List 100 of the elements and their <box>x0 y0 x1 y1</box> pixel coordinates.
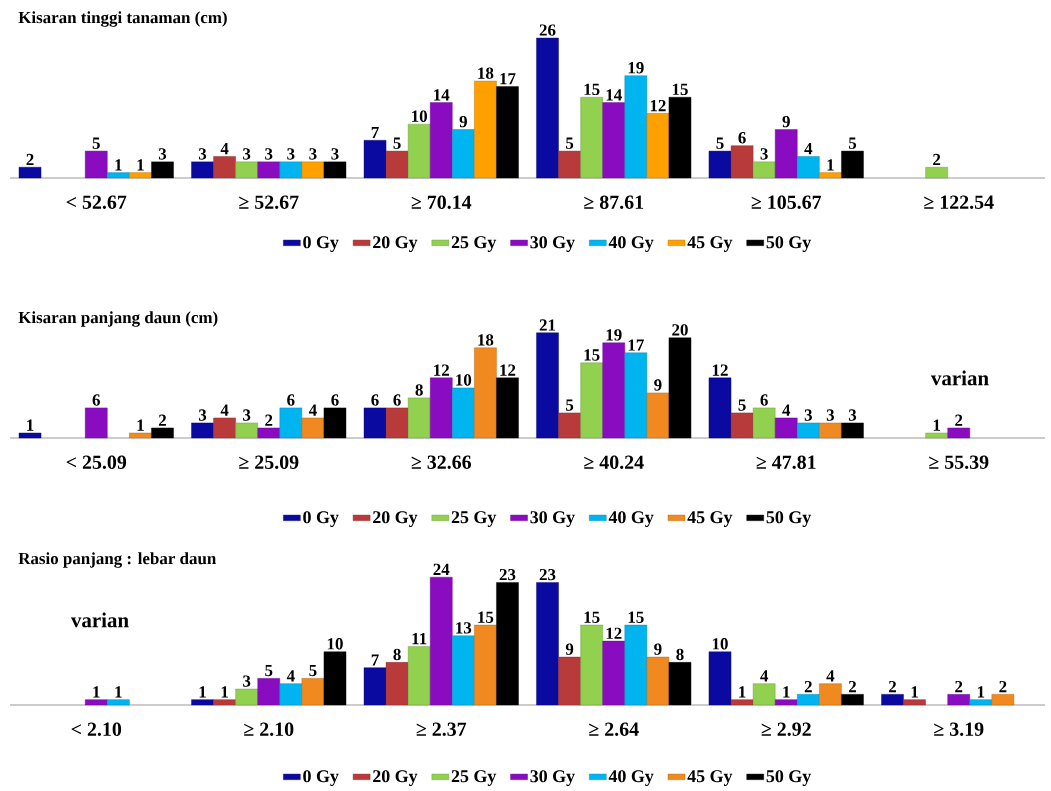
bar <box>235 688 258 706</box>
bar <box>452 635 475 706</box>
x-tick-label: ≥ 70.14 <box>411 195 472 210</box>
data-label: 6 <box>287 394 295 406</box>
data-label: 1 <box>137 159 144 171</box>
chart-title: Kisaran tinggi tanaman (cm) <box>18 11 227 27</box>
bar <box>991 694 1015 706</box>
data-label: 9 <box>565 643 574 655</box>
data-label: 8 <box>415 384 423 396</box>
data-label: 1 <box>27 419 34 431</box>
data-label: 2 <box>848 680 856 693</box>
x-tick-label: ≥ 2.37 <box>416 722 467 736</box>
data-label: 1 <box>199 686 206 698</box>
bar <box>558 412 581 439</box>
data-label: 2 <box>804 680 812 693</box>
data-label: 15 <box>672 83 688 96</box>
data-label: 6 <box>393 394 401 406</box>
data-label: 4 <box>286 670 295 682</box>
data-label: 5 <box>265 664 273 677</box>
bar <box>752 407 776 439</box>
data-label: 12 <box>500 364 516 376</box>
bar <box>841 150 864 179</box>
bar <box>580 362 603 439</box>
x-tick-label: ≥ 40.24 <box>584 455 644 470</box>
data-label: 15 <box>584 83 600 96</box>
bar <box>536 582 559 706</box>
data-label: 10 <box>412 110 427 122</box>
bar <box>496 582 519 706</box>
data-label: 3 <box>331 148 339 160</box>
x-tick-label: < 25.09 <box>66 455 127 470</box>
data-label: 24 <box>433 563 450 575</box>
data-label: 11 <box>412 633 427 645</box>
data-label: 13 <box>456 622 472 634</box>
bar <box>925 167 948 179</box>
data-label: 12 <box>434 364 449 376</box>
data-label: 3 <box>243 409 251 421</box>
bar <box>602 102 625 179</box>
legend-label: 0 Gy <box>303 236 339 252</box>
bar <box>708 377 732 439</box>
bar <box>129 432 152 439</box>
bar <box>558 656 581 706</box>
bar <box>903 699 926 706</box>
data-label: 4 <box>826 670 835 682</box>
bar <box>775 129 798 179</box>
data-label: 17 <box>628 339 644 351</box>
x-tick-label: ≥ 105.67 <box>751 195 822 210</box>
x-tick-label: ≥ 2.10 <box>244 722 294 737</box>
data-label: 23 <box>539 568 556 581</box>
data-label: 1 <box>911 686 918 698</box>
bar <box>536 37 559 179</box>
legend-label: 0 Gy <box>303 770 339 786</box>
bar <box>430 377 453 439</box>
data-label: 5 <box>393 137 401 149</box>
bar <box>646 656 670 706</box>
data-label: 5 <box>566 399 574 411</box>
bar <box>235 422 258 439</box>
data-label: 17 <box>500 73 516 85</box>
legend-label: 45 Gy <box>687 236 733 252</box>
bar <box>363 407 387 439</box>
bar <box>107 172 130 179</box>
data-label: 12 <box>712 364 728 376</box>
bar <box>474 80 497 179</box>
bar <box>18 432 42 439</box>
bar <box>191 161 214 179</box>
bar <box>323 407 347 439</box>
legend-label: 40 Gy <box>608 236 654 252</box>
data-label: 3 <box>198 409 207 421</box>
bar <box>129 172 152 179</box>
data-label: 3 <box>804 409 812 421</box>
data-label: 12 <box>606 627 622 639</box>
bar <box>947 427 970 439</box>
bar <box>969 699 993 706</box>
data-label: 1 <box>827 159 834 171</box>
bar <box>646 392 670 439</box>
bar <box>85 407 108 439</box>
bar <box>385 150 409 179</box>
legend-label: 25 Gy <box>451 770 497 786</box>
data-label: 3 <box>243 148 251 160</box>
x-tick-label: ≥ 2.92 <box>761 722 811 736</box>
bar <box>580 97 603 179</box>
bar <box>430 576 453 706</box>
data-label: 2 <box>265 414 273 426</box>
chart-title: Kisaran panjang daun (cm) <box>18 311 218 327</box>
data-label: 10 <box>327 638 343 650</box>
bar <box>496 86 519 179</box>
data-label: 3 <box>848 409 857 421</box>
bar <box>668 337 692 439</box>
bar <box>191 699 214 706</box>
data-label: 18 <box>478 334 494 346</box>
bar <box>363 667 387 706</box>
data-label: 9 <box>654 643 662 655</box>
bar <box>841 694 864 706</box>
legend-label: 20 Gy <box>373 511 418 527</box>
x-tick-label: < 52.67 <box>66 195 127 209</box>
data-label: 9 <box>782 115 790 128</box>
bar <box>151 427 174 439</box>
data-label: 5 <box>848 137 857 149</box>
data-label: 23 <box>499 568 516 581</box>
bar <box>752 161 776 179</box>
data-label: 9 <box>654 379 662 391</box>
